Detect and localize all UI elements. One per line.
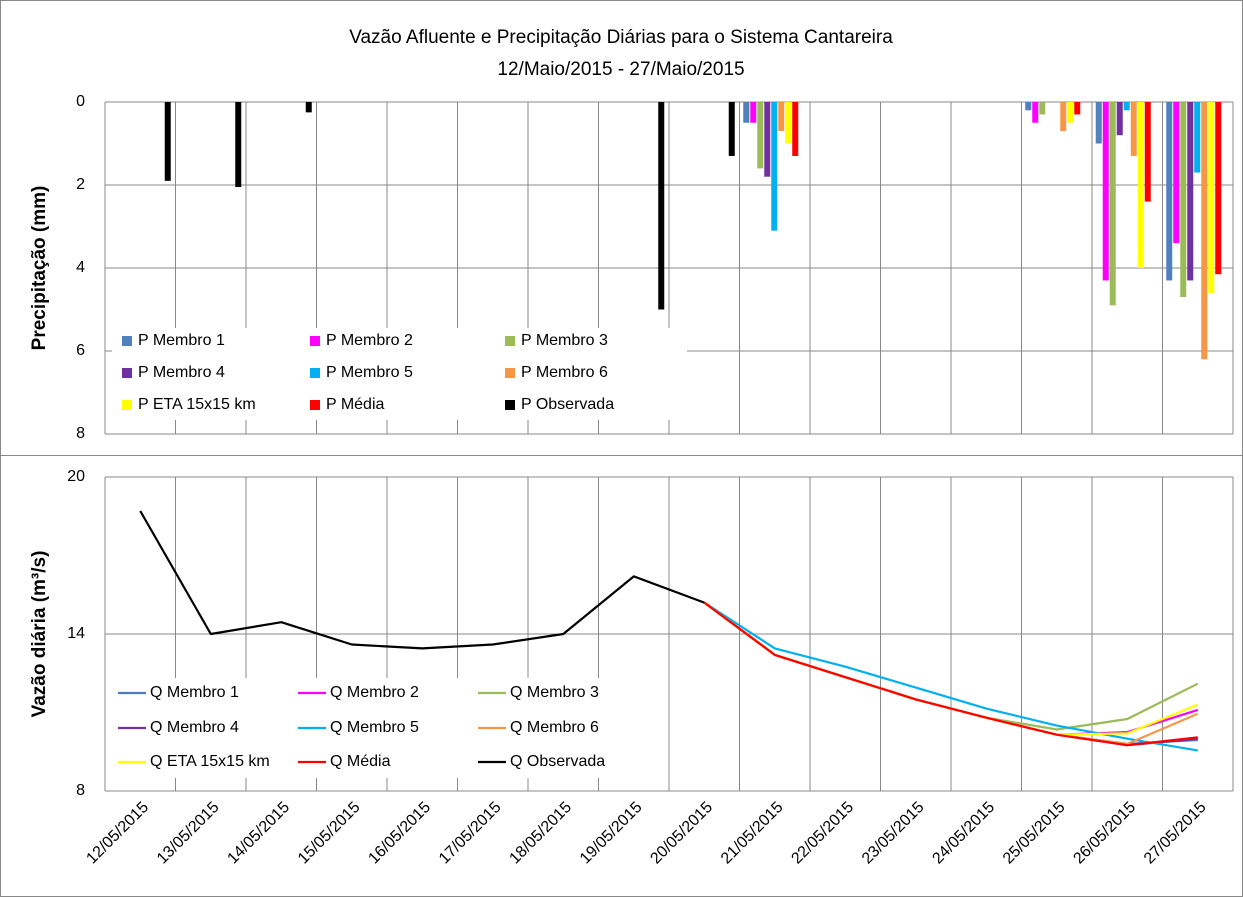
bar: [1144, 102, 1151, 202]
legend-swatch: [310, 336, 320, 346]
bar: [785, 102, 792, 144]
legend-background: [112, 328, 687, 420]
line: [703, 601, 1198, 752]
legend-label: Q Média: [330, 753, 391, 770]
line: [139, 510, 705, 650]
bar: [1130, 102, 1137, 156]
y-tick-label: 20: [67, 468, 85, 485]
bar: [1102, 102, 1109, 281]
bar: [1116, 102, 1123, 136]
legend-label: P Membro 2: [326, 332, 413, 349]
bar: [1194, 102, 1201, 173]
legend-label: P Membro 5: [326, 364, 413, 381]
bar: [1137, 102, 1144, 268]
bar: [750, 102, 757, 123]
bar: [764, 102, 771, 177]
y-tick-label: 0: [76, 93, 85, 110]
legend-label: P Média: [326, 396, 385, 413]
legend-label: Q Membro 3: [510, 684, 599, 701]
bar: [1187, 102, 1194, 281]
bar: [1032, 102, 1039, 123]
legend-label: P ETA 15x15 km: [138, 396, 256, 413]
y-tick-label: 6: [76, 342, 85, 359]
y-tick-label: 8: [76, 425, 85, 442]
chart-title: Vazão Afluente e Precipitação Diárias pa…: [349, 27, 893, 48]
bar: [1109, 102, 1116, 306]
bar: [771, 102, 778, 231]
bar: [1173, 102, 1180, 244]
bar: [1180, 102, 1187, 298]
bar: [1039, 102, 1046, 115]
chart-subtitle: 12/Maio/2015 - 27/Maio/2015: [497, 59, 744, 80]
bar: [658, 102, 665, 310]
legend-label: Q Membro 5: [330, 719, 419, 736]
legend-label: Q Observada: [510, 753, 605, 770]
legend-swatch: [122, 336, 132, 346]
legend-label: P Membro 3: [521, 332, 608, 349]
legend-label: Q ETA 15x15 km: [150, 753, 270, 770]
bar: [728, 102, 735, 156]
bar: [1208, 102, 1215, 293]
y-tick-label: 8: [76, 782, 85, 799]
bar: [1067, 102, 1074, 123]
legend-label: P Membro 6: [521, 364, 608, 381]
y-tick-label: 4: [76, 259, 85, 276]
legend-swatch: [505, 368, 515, 378]
y-tick-label: 2: [76, 176, 85, 193]
legend-label: Q Membro 2: [330, 684, 419, 701]
bar: [1215, 102, 1222, 275]
legend-swatch: [122, 368, 132, 378]
bar: [757, 102, 764, 169]
bar: [743, 102, 750, 123]
legend-label: P Observada: [521, 396, 614, 413]
bar: [1201, 102, 1208, 360]
mark-layer: [139, 102, 1222, 752]
legend-swatch: [505, 336, 515, 346]
bar: [1025, 102, 1032, 111]
legend-swatch: [122, 400, 132, 410]
y-axis-title: Vazão diária (m³/s): [29, 551, 50, 718]
legend-swatch: [310, 400, 320, 410]
line: [703, 601, 1198, 747]
y-axis-title: Precipitação (mm): [29, 186, 50, 351]
legend-swatch: [310, 368, 320, 378]
bar: [1074, 102, 1081, 115]
legend: P Membro 1 P Membro 2 P Membro 3 P Membro 4…: [112, 328, 687, 778]
legend-label: P Membro 4: [138, 364, 225, 381]
bar: [792, 102, 799, 156]
bar: [1060, 102, 1067, 132]
bar: [305, 102, 312, 113]
legend-label: P Membro 1: [138, 332, 225, 349]
legend-swatch: [505, 400, 515, 410]
legend-background: [112, 678, 632, 778]
legend-label: Q Membro 4: [150, 719, 239, 736]
bar: [235, 102, 242, 188]
legend-label: Q Membro 6: [510, 719, 599, 736]
bar: [778, 102, 785, 132]
y-tick-label: 14: [67, 625, 85, 642]
bar: [1166, 102, 1173, 281]
bar: [1123, 102, 1130, 111]
legend-label: Q Membro 1: [150, 684, 239, 701]
bar: [164, 102, 171, 181]
bar: [1095, 102, 1102, 144]
